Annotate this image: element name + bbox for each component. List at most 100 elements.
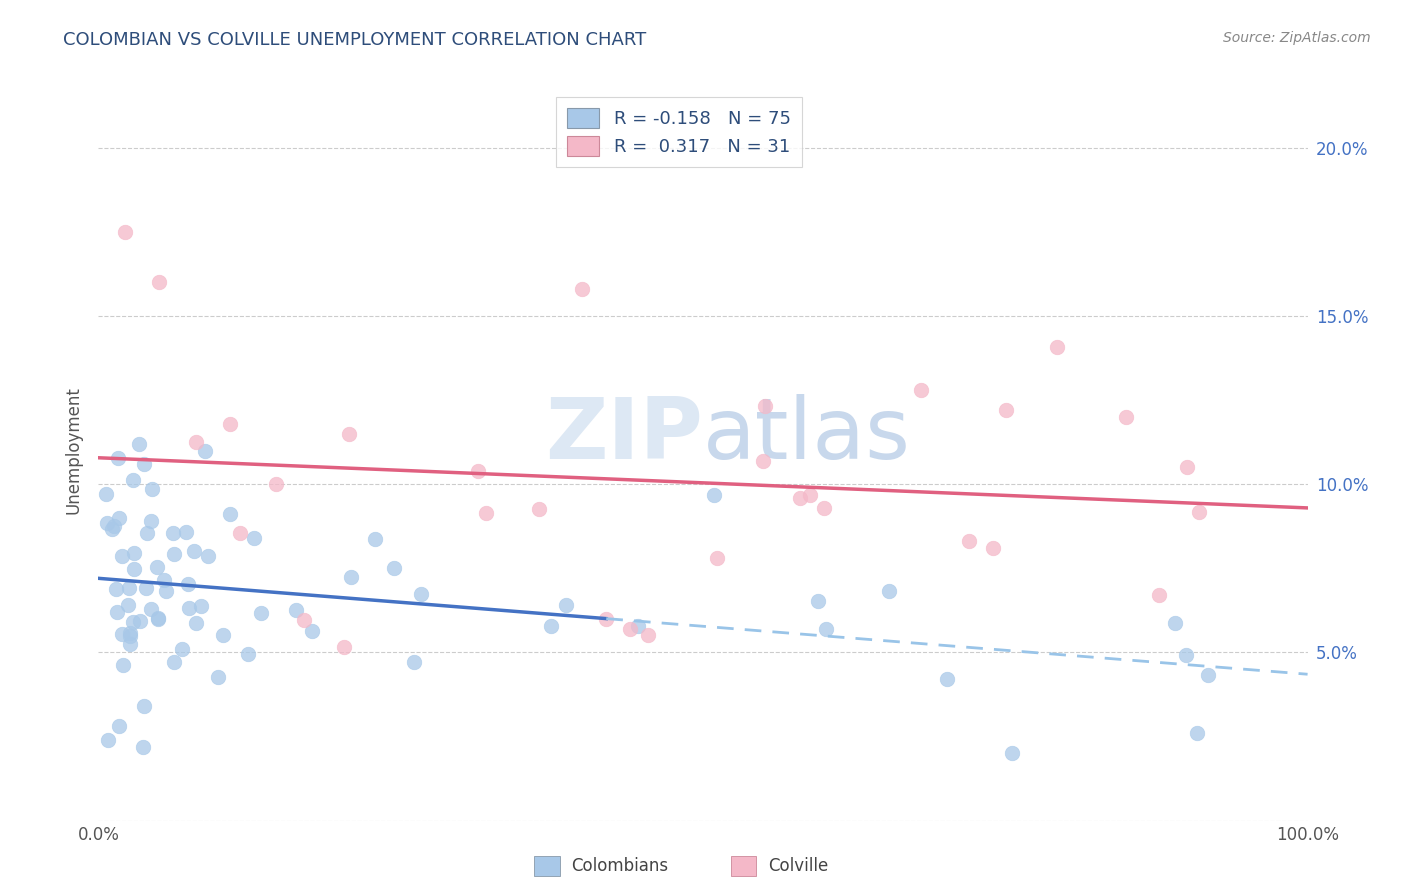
Text: atlas: atlas [703,394,911,477]
Point [994,403,1017,417]
Text: Colombians: Colombians [571,857,668,875]
Text: Source: ZipAtlas.com: Source: ZipAtlas.com [1223,31,1371,45]
Point [1001,747,1024,761]
Point [111,549,134,563]
Point [799,488,821,502]
Point [467,464,489,478]
Text: ZIP: ZIP [546,394,703,477]
Text: COLOMBIAN VS COLVILLE UNEMPLOYMENT CORRELATION CHART: COLOMBIAN VS COLVILLE UNEMPLOYMENT CORRE… [63,31,647,49]
Point [1046,340,1069,354]
Point [411,587,433,601]
Point [806,594,828,608]
Point [105,605,128,619]
Point [146,559,169,574]
Point [112,658,135,673]
Point [148,611,170,625]
Point [475,506,498,520]
Point [218,417,240,431]
Point [219,507,242,521]
Point [1175,460,1198,475]
Point [936,673,959,687]
Point [1197,668,1219,682]
Point [190,599,212,614]
Point [155,584,177,599]
Point [212,628,235,642]
Point [163,655,186,669]
Point [813,500,835,515]
Point [555,599,578,613]
Point [170,641,193,656]
Point [141,514,163,528]
Point [118,637,141,651]
Point [105,582,128,597]
Point [122,562,145,576]
Point [163,547,186,561]
Point [703,488,725,502]
Point [754,399,776,413]
Point [571,282,593,296]
Point [134,698,156,713]
Point [96,516,118,530]
Point [877,584,900,599]
Point [122,615,145,629]
Point [122,546,145,560]
Point [1188,505,1211,519]
Point [789,491,811,505]
Point [339,426,361,441]
Point [197,549,219,563]
Point [264,477,287,491]
Point [1164,615,1187,630]
Point [207,670,229,684]
Point [236,647,259,661]
Point [97,732,120,747]
Point [540,619,562,633]
Point [107,511,129,525]
Point [402,655,425,669]
Point [1185,726,1208,740]
Point [103,519,125,533]
Point [135,581,157,595]
Point [627,619,650,633]
Point [177,600,200,615]
Point [132,739,155,754]
Point [752,454,775,468]
Point [194,443,217,458]
Point [148,275,170,289]
Point [595,612,617,626]
Point [174,525,197,540]
Point [129,614,152,628]
Point [184,435,207,450]
Point [292,613,315,627]
Y-axis label: Unemployment: Unemployment [65,386,83,515]
Point [332,640,354,655]
Point [183,544,205,558]
Point [94,487,117,501]
Point [229,526,252,541]
Point [285,602,308,616]
Point [706,550,728,565]
Point [108,719,131,733]
Point [139,601,162,615]
Point [136,525,159,540]
Point [148,611,170,625]
Point [301,624,323,639]
Point [117,598,139,612]
Point [243,531,266,545]
Point [176,576,198,591]
Point [957,534,980,549]
Point [111,627,134,641]
Point [121,473,143,487]
Point [529,502,551,516]
Point [363,533,385,547]
Point [1115,409,1137,424]
Legend: R = -0.158   N = 75, R =  0.317   N = 31: R = -0.158 N = 75, R = 0.317 N = 31 [555,96,801,168]
Point [186,615,208,630]
Point [134,458,156,472]
Point [128,437,150,451]
Point [118,629,141,643]
Point [1147,588,1170,602]
Point [981,541,1004,555]
Point [340,570,363,584]
Point [114,225,136,239]
Point [382,561,405,575]
